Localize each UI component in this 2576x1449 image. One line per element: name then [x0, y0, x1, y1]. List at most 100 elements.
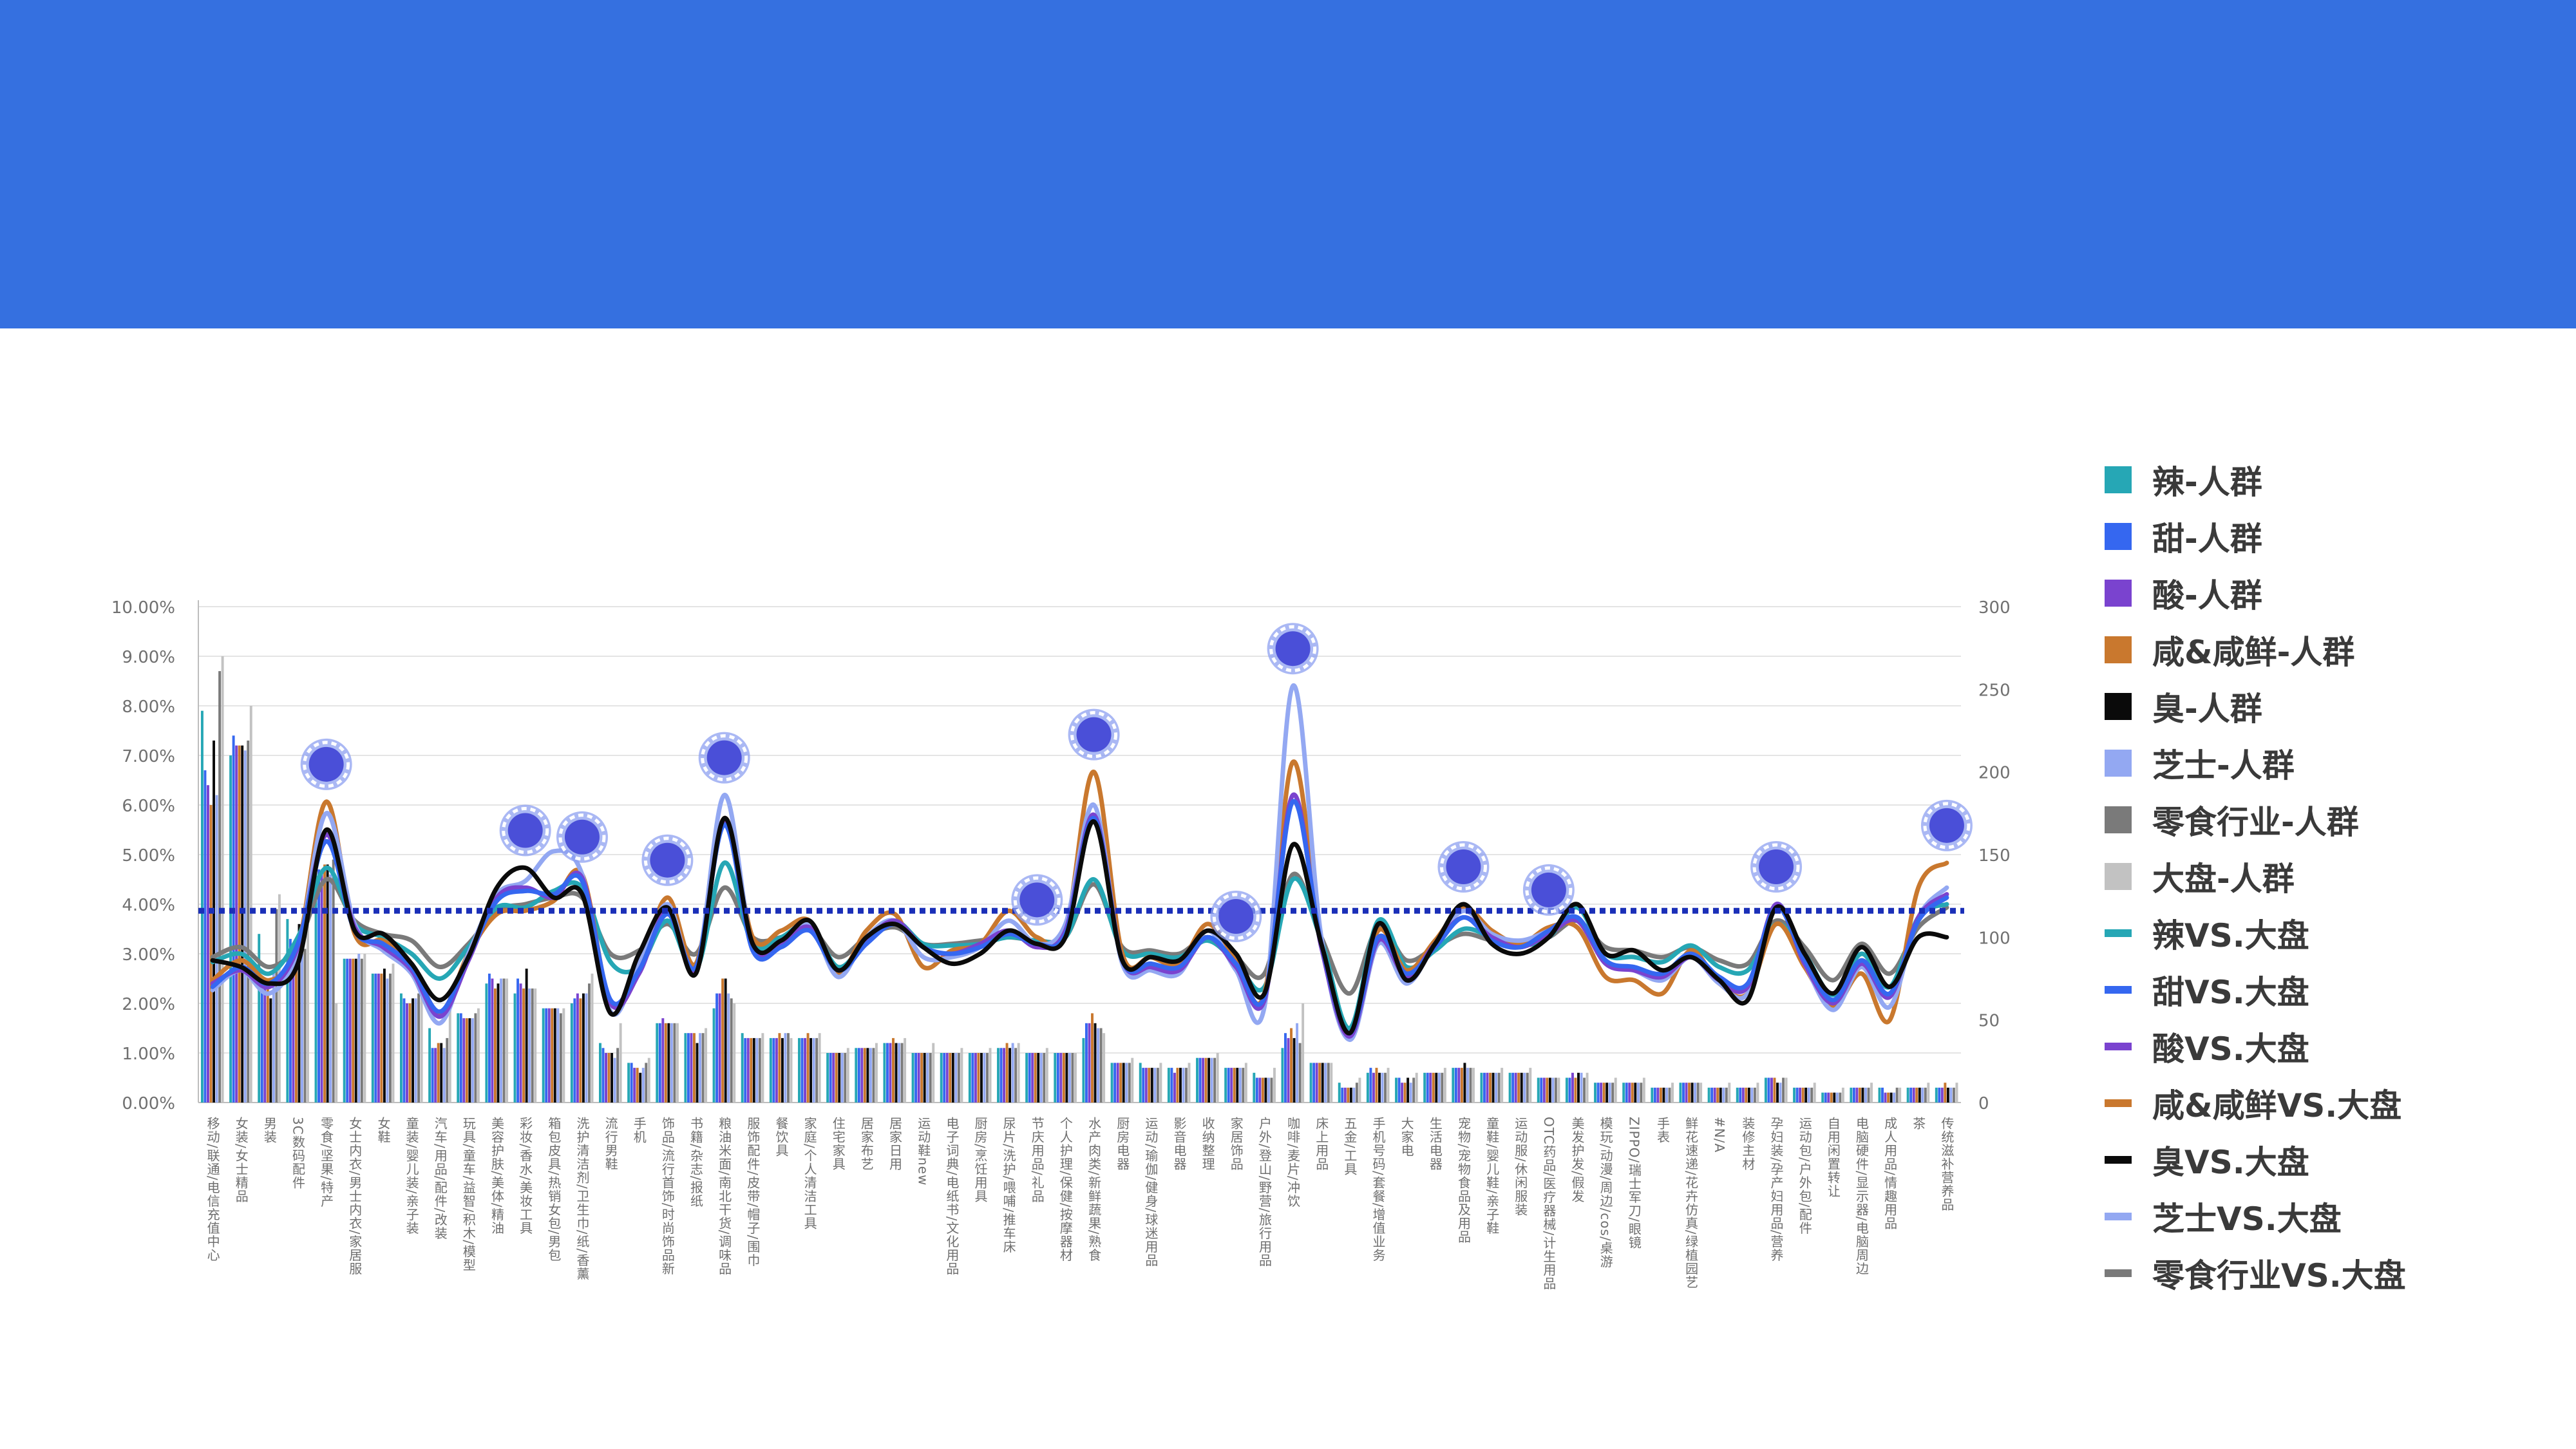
bar	[249, 706, 252, 1103]
bar	[1940, 1087, 1944, 1103]
bar	[1881, 1087, 1884, 1103]
bar	[1739, 1087, 1742, 1103]
left-tick-label: 4.00%	[122, 896, 175, 915]
bar	[1935, 1087, 1938, 1103]
bar	[1679, 1083, 1682, 1103]
legend-line-swatch	[2105, 929, 2132, 937]
legend-bar-swatch	[2105, 523, 2132, 550]
bar	[1909, 1087, 1913, 1103]
bar	[1318, 1063, 1321, 1103]
right-tick-label: 200	[1978, 764, 2011, 783]
bar	[715, 993, 719, 1103]
bar	[1893, 1092, 1896, 1103]
bar	[1511, 1072, 1515, 1103]
bar	[917, 1053, 920, 1103]
category-label: 运动包/户外包/配件	[1797, 1117, 1812, 1235]
bar	[1253, 1072, 1256, 1103]
bar	[1867, 1087, 1870, 1103]
legend-bar-swatch	[2105, 580, 2132, 607]
bar	[1764, 1077, 1767, 1103]
highlight-marker	[1210, 891, 1262, 942]
category-label: 运动服/休闲服装	[1513, 1117, 1528, 1217]
bar	[320, 869, 323, 1103]
category-label: 节庆用品/礼品	[1029, 1117, 1045, 1203]
bar	[1387, 1068, 1390, 1103]
left-tick-label: 10.00%	[111, 598, 175, 618]
bar	[1546, 1077, 1549, 1103]
bar	[329, 874, 332, 1103]
bar	[500, 978, 502, 1103]
bar	[860, 1048, 864, 1103]
right-tick-label: 0	[1978, 1094, 1989, 1113]
bar	[1401, 1083, 1404, 1103]
bar	[417, 993, 421, 1103]
bar	[997, 1048, 999, 1103]
bar	[775, 1037, 778, 1103]
bar	[343, 958, 346, 1103]
bar	[781, 1037, 784, 1103]
highlight-marker	[1920, 799, 1973, 851]
legend-line-swatch	[2105, 1099, 2132, 1107]
bar	[1631, 1083, 1634, 1103]
bar	[1745, 1087, 1748, 1103]
bar	[1938, 1087, 1941, 1103]
bar	[408, 1003, 412, 1103]
bar	[1378, 1072, 1381, 1103]
bar	[266, 988, 269, 1103]
bar	[1671, 1083, 1674, 1103]
bar	[497, 983, 500, 1103]
legend-label: 酸-人群	[2152, 577, 2262, 614]
bar	[1694, 1083, 1697, 1103]
bar	[1103, 1033, 1106, 1103]
bar	[1264, 1077, 1267, 1103]
bar	[1139, 1063, 1142, 1103]
bar	[301, 954, 303, 1103]
bar	[468, 1018, 471, 1103]
bar	[471, 1018, 474, 1103]
bar	[392, 963, 395, 1103]
bar-series	[200, 656, 1958, 1103]
bar	[352, 958, 355, 1103]
bar	[1770, 1077, 1773, 1103]
left-tick-label: 9.00%	[122, 648, 175, 667]
bar	[1238, 1068, 1242, 1103]
bar	[1043, 1053, 1046, 1103]
bar	[1554, 1077, 1557, 1103]
bar	[929, 1053, 932, 1103]
bar	[616, 1048, 620, 1103]
bar	[591, 973, 594, 1103]
bar	[1557, 1077, 1560, 1103]
bar	[278, 894, 281, 1103]
bar	[502, 978, 506, 1103]
bar	[1565, 1077, 1568, 1103]
bar	[1773, 1077, 1776, 1103]
bar	[213, 740, 215, 1103]
bar	[701, 1033, 705, 1103]
bar	[1330, 1063, 1333, 1103]
category-label: 男装	[261, 1117, 277, 1144]
bar	[1568, 1077, 1571, 1103]
bar	[1855, 1087, 1859, 1103]
bar	[348, 958, 352, 1103]
category-label: 茶	[1911, 1117, 1926, 1130]
category-label: 服饰配件/皮带/帽子/围巾	[745, 1117, 761, 1267]
category-label: 床上用品	[1314, 1117, 1329, 1171]
bar	[1406, 1077, 1410, 1103]
bar	[1713, 1087, 1716, 1103]
bar	[835, 1053, 838, 1103]
bar	[1267, 1077, 1270, 1103]
bar	[1403, 1083, 1406, 1103]
bar	[1625, 1083, 1628, 1103]
legend-line-swatch	[2105, 1156, 2132, 1164]
bar	[846, 1048, 849, 1103]
bar	[1548, 1077, 1551, 1103]
bar	[741, 1033, 744, 1103]
bar	[855, 1048, 858, 1103]
category-label: 收纳整理	[1200, 1117, 1215, 1171]
bar	[314, 869, 317, 1103]
bar	[724, 978, 727, 1103]
category-label: 箱包皮具/热销女包/男包	[546, 1117, 562, 1262]
bar	[1517, 1072, 1520, 1103]
bar	[1480, 1072, 1483, 1103]
bar	[699, 1033, 701, 1103]
